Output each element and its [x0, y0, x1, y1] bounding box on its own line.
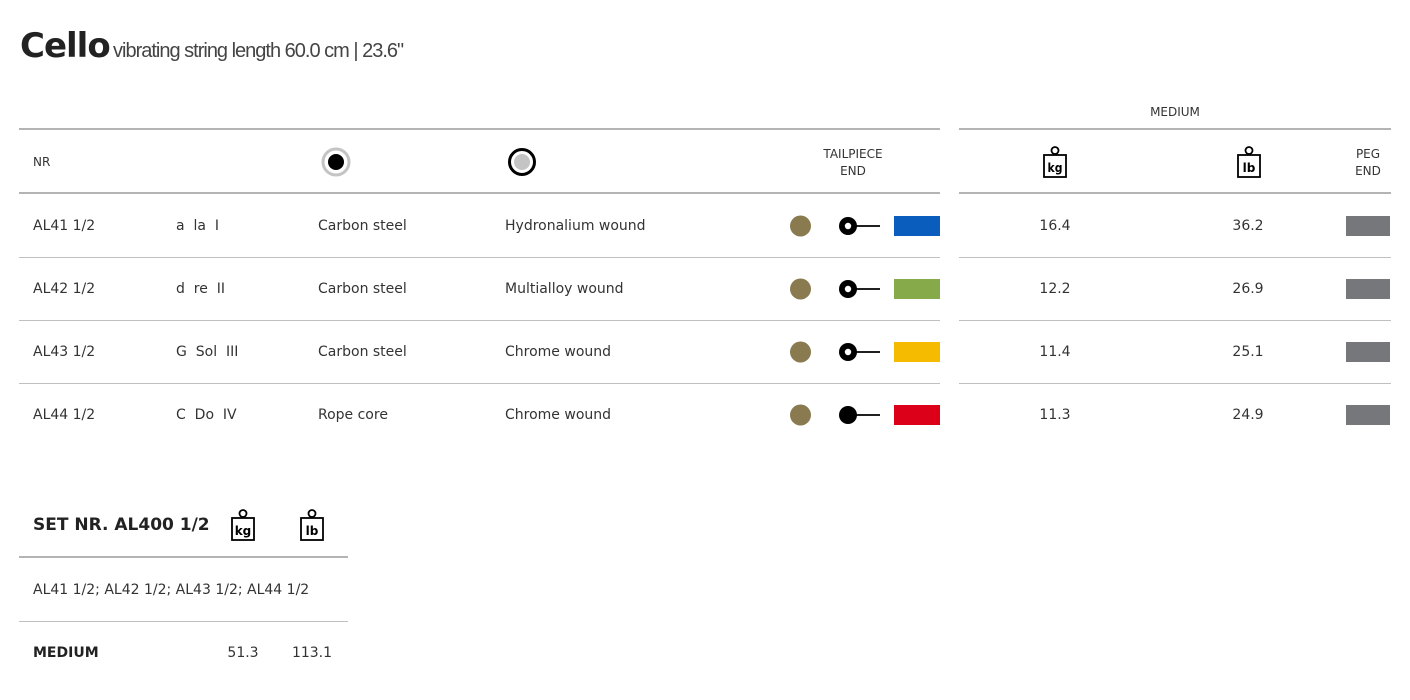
- string-nr: AL42 1/2: [33, 281, 96, 297]
- set-lb-value: 113.1: [291, 645, 333, 661]
- divider: [959, 383, 1391, 384]
- divider: [19, 192, 940, 194]
- peg-color-swatch: [1346, 405, 1390, 425]
- column-tailpiece-end: TAILPIECE END: [803, 146, 903, 180]
- divider: [959, 257, 1391, 258]
- kg-label: kg: [235, 524, 252, 538]
- ball-color-icon: [790, 404, 811, 426]
- tension-kg: 12.2: [1039, 281, 1071, 297]
- string-note: G Sol III: [176, 344, 239, 360]
- string-note: d re II: [176, 281, 226, 297]
- tailpiece-color-swatch: [894, 342, 940, 362]
- page-title: Cello: [20, 26, 111, 66]
- divider: [959, 128, 1391, 130]
- weight-kg-icon: kg: [1043, 146, 1067, 178]
- divider: [19, 621, 348, 622]
- string-core: Rope core: [318, 407, 388, 423]
- tailpiece-color-swatch: [894, 405, 940, 425]
- winding-material-icon: [508, 148, 536, 176]
- divider: [959, 320, 1391, 321]
- lb-label: lb: [1243, 161, 1256, 175]
- string-winding: Multialloy wound: [505, 281, 624, 297]
- tension-kg: 11.4: [1039, 344, 1071, 360]
- divider: [19, 257, 940, 258]
- peg-color-swatch: [1346, 279, 1390, 299]
- tailpiece-color-swatch: [894, 216, 940, 236]
- string-winding: Chrome wound: [505, 407, 612, 423]
- ball-color-icon: [790, 341, 811, 363]
- ball-end-icon: [839, 406, 880, 424]
- column-nr: NR: [33, 155, 51, 169]
- loop-end-icon: [839, 280, 880, 298]
- string-core: Carbon steel: [318, 281, 407, 297]
- string-note: a la I: [176, 218, 219, 234]
- ball-color-icon: [790, 215, 811, 237]
- tailpiece-color-swatch: [894, 279, 940, 299]
- tension-lb: 26.9: [1232, 281, 1264, 297]
- peg-label: PEG: [1355, 147, 1381, 161]
- string-core: Carbon steel: [318, 344, 407, 360]
- peg-color-swatch: [1346, 342, 1390, 362]
- set-contents: AL41 1/2; AL42 1/2; AL43 1/2; AL44 1/2: [33, 582, 310, 598]
- loop-end-icon: [839, 343, 880, 361]
- ball-color-icon: [790, 278, 811, 300]
- string-nr: AL44 1/2: [33, 407, 96, 423]
- tension-lb: 25.1: [1232, 344, 1264, 360]
- tension-lb: 24.9: [1232, 407, 1264, 423]
- string-nr: AL41 1/2: [33, 218, 96, 234]
- divider: [19, 128, 940, 130]
- divider: [19, 320, 940, 321]
- tailpiece-label: END: [840, 164, 866, 178]
- lb-label: lb: [306, 524, 319, 538]
- string-note: C Do IV: [176, 407, 237, 423]
- peg-color-swatch: [1346, 216, 1390, 236]
- column-peg-end: PEG END: [1342, 146, 1394, 180]
- string-winding: Hydronalium wound: [505, 218, 646, 234]
- tension-kg: 11.3: [1039, 407, 1071, 423]
- string-winding: Chrome wound: [505, 344, 612, 360]
- weight-lb-icon: lb: [1237, 146, 1261, 178]
- kg-label: kg: [1048, 161, 1063, 175]
- weight-kg-icon: kg: [231, 509, 255, 541]
- weight-lb-icon: lb: [300, 509, 324, 541]
- set-kg-value: 51.3: [227, 645, 259, 661]
- tailpiece-label: TAILPIECE: [823, 147, 883, 161]
- string-nr: AL43 1/2: [33, 344, 96, 360]
- tension-medium-label: MEDIUM: [1150, 105, 1200, 119]
- set-tension-label: MEDIUM: [33, 645, 99, 661]
- tension-kg: 16.4: [1039, 218, 1071, 234]
- divider: [19, 556, 348, 558]
- loop-end-icon: [839, 217, 880, 235]
- divider: [959, 192, 1391, 194]
- string-core: Carbon steel: [318, 218, 407, 234]
- divider: [19, 383, 940, 384]
- peg-label: END: [1355, 164, 1381, 178]
- core-material-icon: [321, 147, 351, 177]
- set-title: SET NR. AL400 1/2: [33, 515, 210, 535]
- page-subtitle: vibrating string length 60.0 cm | 23.6": [113, 40, 404, 62]
- tension-lb: 36.2: [1232, 218, 1264, 234]
